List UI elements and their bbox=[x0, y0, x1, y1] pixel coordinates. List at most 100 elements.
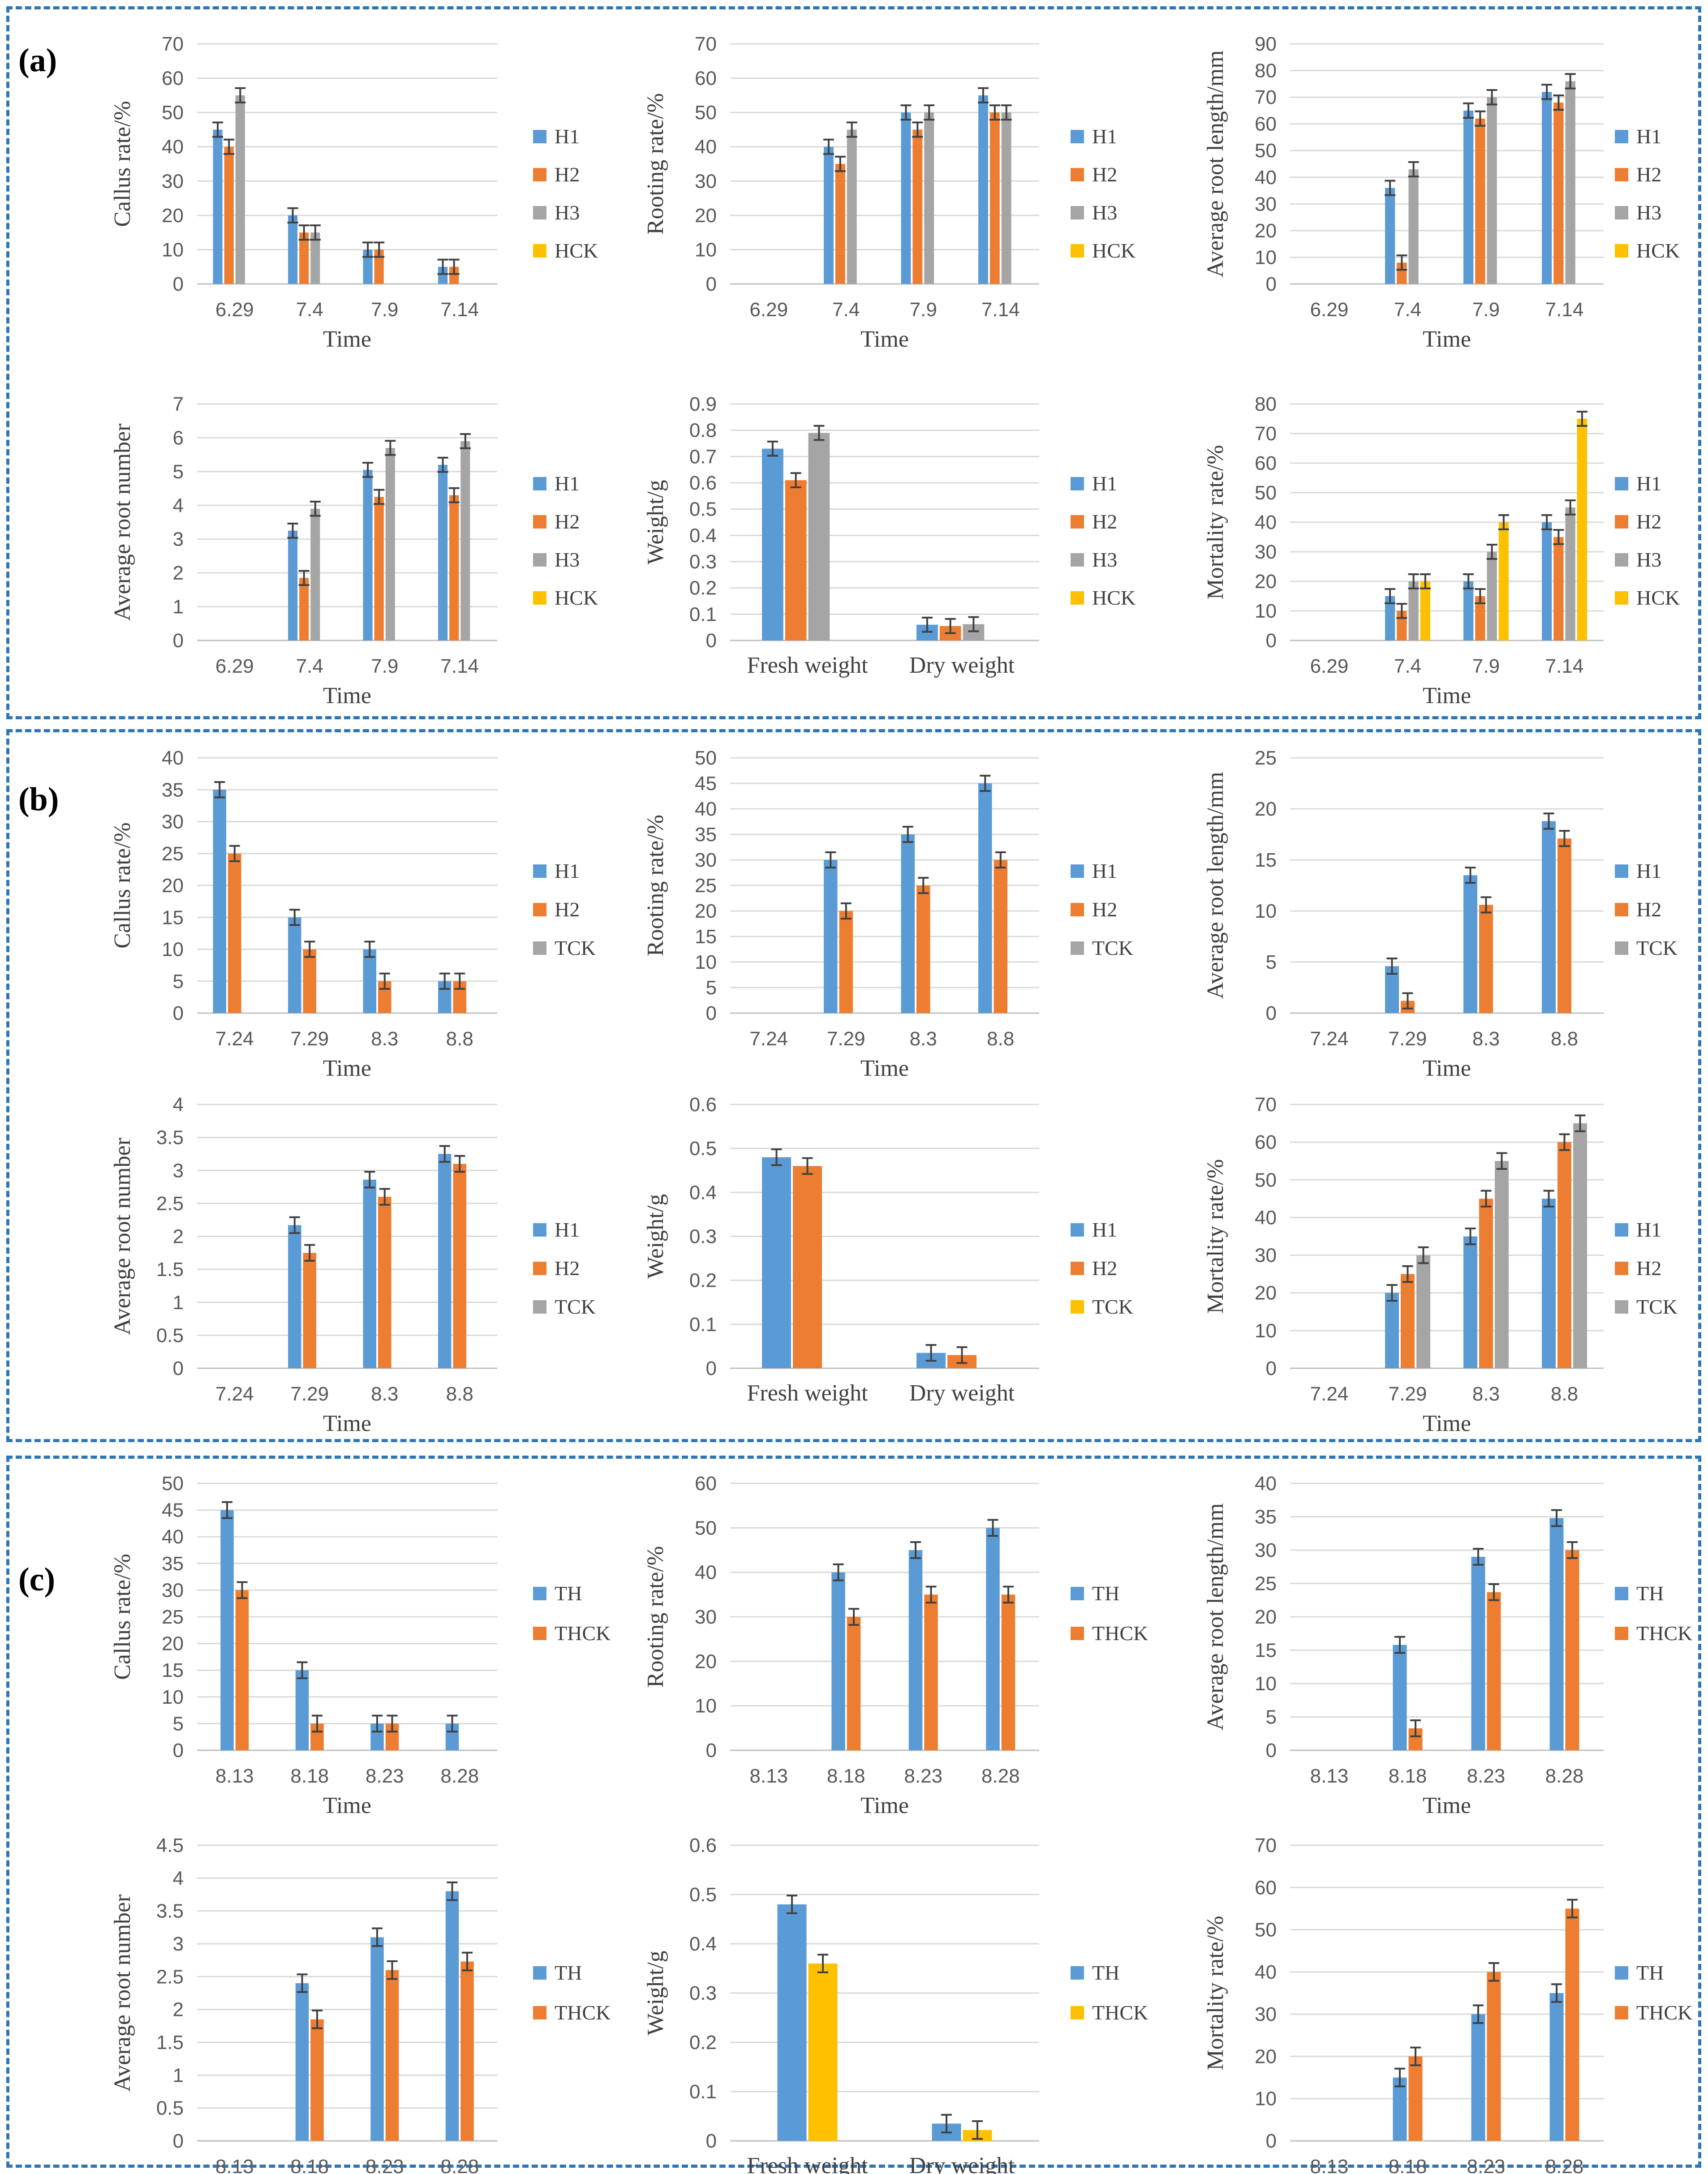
x-tick-label: Fresh weight bbox=[747, 1380, 868, 1406]
error-bar bbox=[448, 487, 460, 503]
y-tick-label: 20 bbox=[162, 205, 184, 227]
legend-swatch-h3 bbox=[1071, 206, 1084, 219]
y-tick-label: 60 bbox=[1255, 113, 1277, 135]
y-tick-label: 30 bbox=[695, 1606, 717, 1628]
y-tick-label: 40 bbox=[695, 136, 717, 158]
error-bar bbox=[224, 138, 235, 155]
bar-h1-2 bbox=[901, 834, 915, 1013]
x-tick-label: 7.4 bbox=[296, 299, 323, 321]
y-tick-label: 60 bbox=[1255, 1877, 1277, 1899]
error-bar bbox=[1575, 1114, 1586, 1132]
error-bar bbox=[437, 258, 448, 275]
error-bar bbox=[840, 902, 852, 920]
error-bar bbox=[1551, 1509, 1562, 1527]
x-tick-label: 7.29 bbox=[1389, 1383, 1427, 1405]
y-tick-label: 0 bbox=[173, 1002, 184, 1024]
error-bar bbox=[297, 1661, 308, 1680]
bar-h1-3 bbox=[438, 1154, 452, 1368]
error-bar bbox=[212, 121, 224, 138]
y-tick-label: 20 bbox=[1255, 1606, 1277, 1628]
legend-label-tck: TCK bbox=[1636, 1295, 1678, 1318]
legend-swatch-th bbox=[533, 1587, 546, 1600]
error-bar bbox=[767, 440, 778, 457]
bar-h1-1 bbox=[288, 215, 298, 284]
bar-h3-3 bbox=[460, 441, 470, 640]
bar-thck-2 bbox=[924, 1594, 938, 1750]
bar-th-3 bbox=[1549, 1993, 1564, 2141]
y-tick-label: 50 bbox=[695, 1517, 717, 1539]
legend-swatch-h1 bbox=[1615, 130, 1628, 143]
legend-label-tck: TCK bbox=[1092, 1295, 1133, 1318]
x-tick-label: 8.28 bbox=[440, 1765, 479, 1787]
y-tick-label: 0 bbox=[173, 1358, 184, 1379]
y-tick-label: 80 bbox=[1255, 60, 1277, 82]
x-tick-label: 7.29 bbox=[290, 1383, 329, 1405]
x-tick-label: 7.29 bbox=[827, 1028, 865, 1050]
legend-label-h1: H1 bbox=[1092, 125, 1117, 148]
x-axis-label: Time bbox=[860, 1793, 909, 1818]
y-tick-label: 50 bbox=[1255, 1169, 1277, 1191]
y-tick-label: 45 bbox=[695, 773, 717, 795]
error-bar bbox=[817, 1954, 828, 1973]
y-tick-label: 0.6 bbox=[689, 1835, 717, 1856]
error-bar bbox=[1489, 1583, 1499, 1601]
legend-label-h2: H2 bbox=[555, 1257, 580, 1280]
x-tick-label: 8.28 bbox=[1545, 1765, 1584, 1787]
y-tick-label: 20 bbox=[1255, 798, 1277, 820]
y-tick-label: 15 bbox=[1255, 849, 1277, 871]
chart-a5: 0 0.1 0.2 0.3 0.4 0.5 0.6 0.7 0.8 0.9 Weight/g Fres… bbox=[643, 393, 1136, 678]
y-axis-label: Rooting rate/% bbox=[643, 815, 668, 956]
error-bar bbox=[1567, 1899, 1578, 1919]
bar-thck-1 bbox=[847, 1617, 861, 1750]
y-tick-label: 30 bbox=[1255, 2003, 1277, 2025]
error-bar bbox=[1498, 514, 1509, 530]
x-axis-label: Time bbox=[860, 327, 909, 352]
y-tick-label: 0 bbox=[1266, 630, 1277, 652]
bar-h1-0 bbox=[762, 1157, 791, 1368]
legend-swatch-thck bbox=[533, 2006, 546, 2019]
y-tick-label: 0.2 bbox=[689, 2032, 717, 2054]
x-tick-label: 8.13 bbox=[749, 1765, 788, 1787]
y-tick-label: 70 bbox=[695, 33, 717, 55]
y-tick-label: 20 bbox=[695, 1650, 717, 1672]
legend-label-hck: HCK bbox=[555, 586, 598, 609]
legend-swatch-h1 bbox=[533, 477, 546, 490]
bar-th-1 bbox=[295, 1983, 309, 2141]
error-bar bbox=[297, 1973, 308, 1993]
bar-h2-1 bbox=[303, 1253, 316, 1368]
bar-h2-1 bbox=[303, 949, 316, 1013]
x-tick-label: 8.28 bbox=[440, 2156, 479, 2174]
legend-label-h1: H1 bbox=[1092, 859, 1117, 882]
chart-b1: 0 5 10 15 20 25 30 35 40 Callus rate/% 7.24 7.29 8.3… bbox=[110, 747, 596, 1081]
y-tick-label: 25 bbox=[695, 875, 717, 897]
bar-h1-3 bbox=[978, 95, 988, 284]
y-tick-label: 10 bbox=[1255, 900, 1277, 922]
y-tick-label: 3.5 bbox=[156, 1127, 184, 1149]
y-tick-label: 45 bbox=[162, 1499, 184, 1521]
y-tick-label: 1.5 bbox=[156, 1259, 184, 1280]
legend-swatch-hck bbox=[1071, 244, 1084, 258]
legend-swatch-h2 bbox=[1615, 1262, 1628, 1275]
bar-h2-2 bbox=[912, 129, 923, 284]
bar-thck-2 bbox=[1487, 1592, 1501, 1750]
x-tick-label: 8.23 bbox=[1467, 1765, 1506, 1787]
error-bar bbox=[941, 2114, 952, 2134]
bar-th-2 bbox=[1471, 2014, 1485, 2141]
error-bar bbox=[1386, 1284, 1398, 1302]
y-tick-label: 30 bbox=[695, 849, 717, 871]
y-tick-label: 0.4 bbox=[689, 524, 717, 546]
error-bar bbox=[1559, 1133, 1570, 1151]
y-axis-label: Mortality rate/% bbox=[1203, 1159, 1228, 1314]
legend-swatch-h1 bbox=[1615, 864, 1628, 878]
legend-label-h2: H2 bbox=[1092, 510, 1117, 533]
legend-swatch-hck bbox=[1071, 591, 1084, 605]
legend-label-h2: H2 bbox=[1092, 163, 1117, 186]
y-axis-label: Average root length/mm bbox=[1203, 1503, 1228, 1730]
y-tick-label: 0 bbox=[1266, 273, 1277, 295]
error-bar bbox=[1553, 94, 1564, 111]
legend-label-thck: THCK bbox=[1092, 2001, 1148, 2024]
x-tick-label: 8.23 bbox=[366, 2156, 404, 2174]
bar-h1-2 bbox=[1463, 875, 1477, 1013]
x-tick-label: 7.24 bbox=[1310, 1028, 1349, 1050]
